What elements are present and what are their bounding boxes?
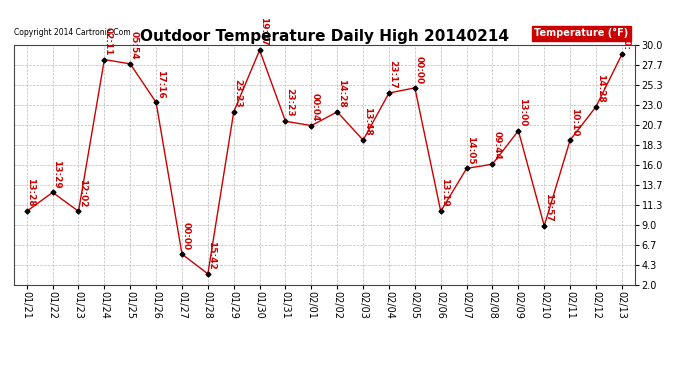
Text: 13:57: 13:57: [544, 193, 553, 222]
Text: 14:28: 14:28: [595, 74, 604, 102]
Title: Outdoor Temperature Daily High 20140214: Outdoor Temperature Daily High 20140214: [140, 29, 509, 44]
Text: 00:00: 00:00: [415, 56, 424, 84]
Text: 23:17: 23:17: [388, 60, 397, 89]
Text: 05:54: 05:54: [130, 31, 139, 60]
Text: 10:10: 10:10: [570, 108, 579, 136]
Text: 17:16: 17:16: [156, 69, 165, 98]
Text: 14:28: 14:28: [337, 79, 346, 108]
Text: 19:37: 19:37: [259, 17, 268, 46]
Text: 13:19: 13:19: [440, 178, 449, 207]
Text: 00:00: 00:00: [181, 222, 190, 250]
Text: 00:04: 00:04: [311, 93, 320, 122]
Text: Copyright 2014 Cartronic.Com: Copyright 2014 Cartronic.Com: [14, 28, 130, 37]
Text: 15:42: 15:42: [208, 241, 217, 270]
Text: 14:05: 14:05: [466, 136, 475, 164]
Text: 13:48: 13:48: [363, 107, 372, 136]
Text: 02:11: 02:11: [104, 27, 113, 56]
Text: 13:29: 13:29: [52, 159, 61, 188]
Text: 13:00: 13:00: [518, 98, 527, 126]
Text: Temperature (°F): Temperature (°F): [534, 28, 629, 38]
Text: 23:23: 23:23: [233, 79, 242, 108]
Text: 23:23: 23:23: [285, 88, 294, 117]
Text: 13:28: 13:28: [26, 178, 35, 207]
Text: 09:44: 09:44: [492, 131, 501, 160]
Text: 20:: 20:: [622, 34, 631, 50]
Text: 12:02: 12:02: [78, 178, 87, 207]
